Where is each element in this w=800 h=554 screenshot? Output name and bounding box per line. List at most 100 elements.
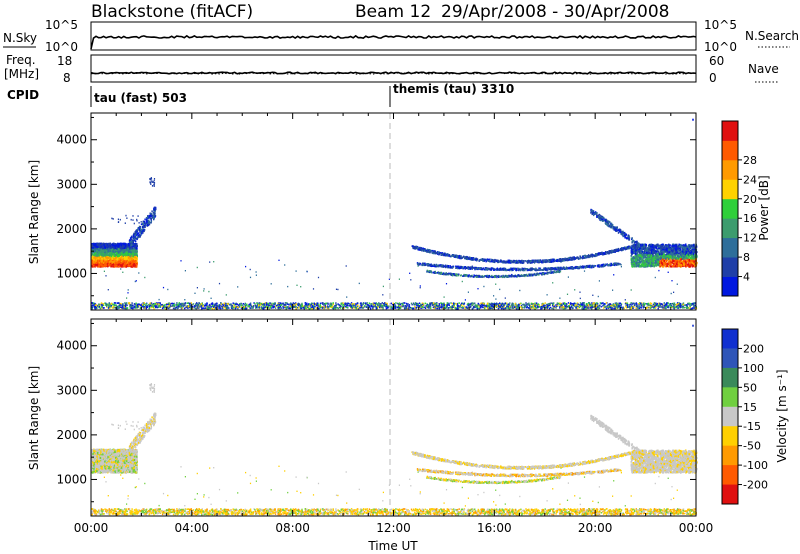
power-echo <box>185 270 186 271</box>
power-echo <box>142 306 143 308</box>
power-echo <box>575 305 576 307</box>
power-echo <box>464 303 465 305</box>
power-echo <box>535 307 536 309</box>
power-echo <box>289 308 290 310</box>
power-echo <box>124 305 125 307</box>
power-echo <box>637 307 638 309</box>
power-echo <box>203 290 204 291</box>
power-echo <box>256 275 257 276</box>
power-echo <box>533 305 534 307</box>
power-echo <box>344 305 345 307</box>
power-echo <box>686 304 687 306</box>
power-echo <box>100 258 102 260</box>
power-echo <box>114 305 115 307</box>
power-echo <box>476 305 477 307</box>
power-echo <box>115 254 117 256</box>
power-echo <box>125 308 126 310</box>
power-echo <box>255 305 256 307</box>
power-echo <box>332 306 333 308</box>
power-echo <box>495 298 496 299</box>
freq-tick-bottom: 8 <box>63 71 71 85</box>
power-echo <box>448 303 449 305</box>
power-echo <box>121 307 122 309</box>
power-echo <box>446 305 447 307</box>
power-echo <box>146 306 147 308</box>
power-echo <box>573 303 574 305</box>
power-echo <box>660 304 661 306</box>
power-echo <box>198 305 199 307</box>
power-echo <box>225 308 226 310</box>
power-echo <box>617 305 618 307</box>
power-echo <box>203 305 204 307</box>
power-echo <box>492 308 493 310</box>
power-echo <box>339 304 340 306</box>
power-echo <box>517 305 518 307</box>
power-echo <box>170 303 171 305</box>
power-echo <box>502 303 503 305</box>
power-echo <box>557 305 558 307</box>
power-echo <box>92 305 93 307</box>
power-echo <box>447 302 448 304</box>
power-echo <box>611 308 612 310</box>
power-echo <box>194 305 195 307</box>
power-echo <box>580 305 581 307</box>
power-echo <box>151 307 152 309</box>
power-echo <box>349 303 350 305</box>
power-echo <box>317 302 318 304</box>
power-echo <box>103 307 104 309</box>
power-echo <box>537 307 538 309</box>
power-echo <box>677 307 678 309</box>
power-echo <box>632 303 633 305</box>
power-echo <box>449 306 450 308</box>
power-echo <box>233 302 234 304</box>
power-echo <box>692 307 693 309</box>
power-echo <box>655 277 656 278</box>
power-echo <box>314 304 315 306</box>
power-echo <box>143 305 144 307</box>
power-echo <box>588 304 589 306</box>
power-echo <box>654 302 655 304</box>
power-echo <box>604 303 605 305</box>
power-echo <box>108 289 109 290</box>
power-echo <box>115 302 116 304</box>
power-echo <box>346 296 347 297</box>
power-echo <box>183 306 184 308</box>
power-echo <box>668 302 669 304</box>
power-echo <box>679 305 680 307</box>
power-echo <box>181 307 182 309</box>
power-echo <box>372 306 373 308</box>
power-echo <box>684 307 685 309</box>
power-echo <box>257 305 258 307</box>
power-echo <box>433 307 434 309</box>
power-echo <box>487 308 488 310</box>
power-echo <box>314 306 315 308</box>
power-echo <box>550 307 551 309</box>
power-echo <box>511 307 512 309</box>
power-echo <box>531 306 532 308</box>
power-echo <box>391 303 392 305</box>
power-echo <box>555 307 556 309</box>
power-echo <box>635 303 636 305</box>
power-echo <box>443 303 444 305</box>
power-echo <box>424 307 425 309</box>
power-echo <box>316 307 317 309</box>
power-echo <box>120 303 121 305</box>
power-echo <box>136 280 137 281</box>
power-echo <box>130 304 131 306</box>
power-echo <box>214 308 215 310</box>
power-echo <box>117 302 118 304</box>
power-echo <box>582 302 583 304</box>
power-echo <box>241 305 242 307</box>
power-echo <box>215 303 216 305</box>
power-echo <box>657 303 658 305</box>
power-echo <box>112 265 114 267</box>
power-echo <box>544 305 545 307</box>
power-echo <box>212 303 213 305</box>
power-echo <box>585 308 586 310</box>
power-echo <box>136 254 138 256</box>
power-echo <box>327 307 328 309</box>
power-echo <box>105 304 106 306</box>
power-echo <box>279 304 280 306</box>
power-echo <box>342 305 343 307</box>
power-echo <box>509 306 510 308</box>
